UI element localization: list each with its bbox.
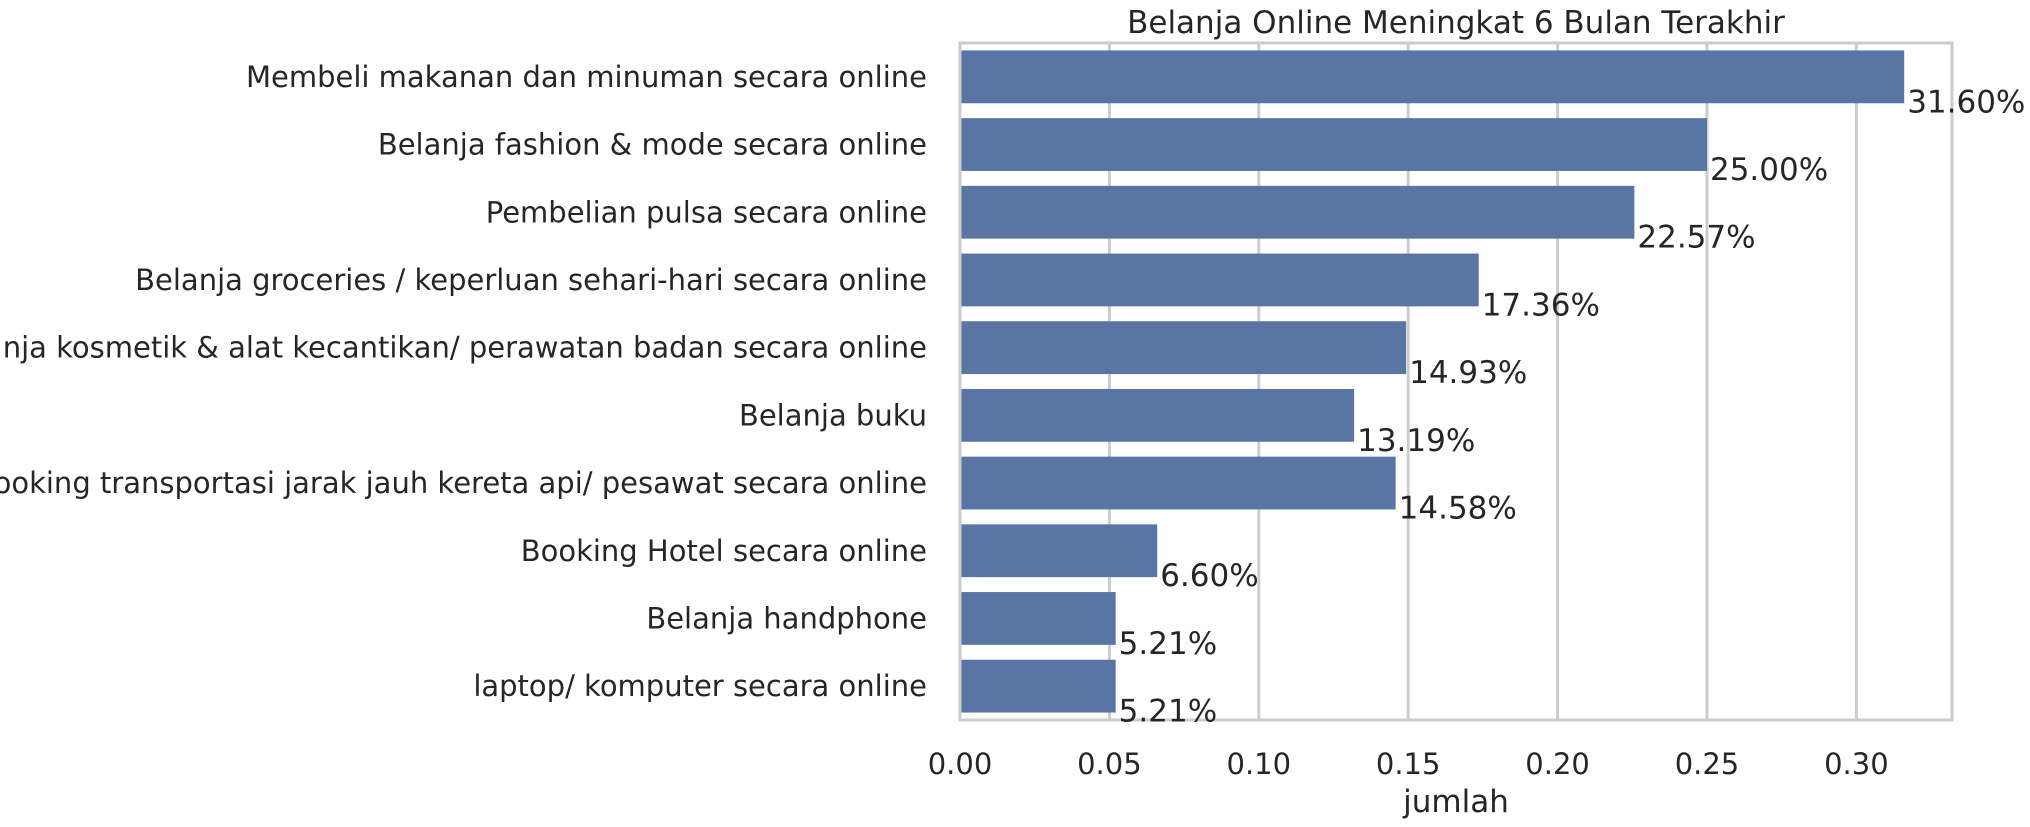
bar (960, 185, 1635, 239)
bar (960, 456, 1396, 510)
chart-title: Belanja Online Meningkat 6 Bulan Terakhi… (1127, 5, 1785, 41)
data-label: 13.19% (1357, 423, 1475, 459)
category-label: Belanja kosmetik & alat kecantikan/ pera… (0, 331, 927, 365)
category-label: Membeli makanan dan minuman secara onlin… (246, 60, 927, 94)
bar (960, 524, 1158, 578)
x-axis-label: jumlah (1402, 784, 1509, 820)
category-label: Belanja groceries / keperluan sehari-har… (135, 263, 927, 297)
data-label: 5.21% (1119, 694, 1217, 730)
bar (960, 321, 1407, 375)
data-labels: 31.60% 25.00% 22.57% 17.36% 14.93% 13.19% 14.5… (1119, 84, 2026, 729)
bar (960, 659, 1116, 713)
category-label: Booking Hotel secara online (521, 534, 927, 568)
category-label: Booking transportasi jarak jauh kereta a… (0, 466, 927, 500)
category-label: Belanja buku (739, 398, 927, 432)
data-label: 14.93% (1409, 355, 1527, 391)
x-tick-label: 0.20 (1525, 747, 1590, 781)
data-label: 22.57% (1637, 220, 1755, 256)
data-label: 25.00% (1710, 152, 1828, 188)
plot-frame (958, 41, 1954, 722)
category-label: laptop/ komputer secara online (473, 669, 927, 703)
x-tick-label: 0.10 (1227, 747, 1292, 781)
category-labels: Membeli makanan dan minuman secara onlin… (0, 60, 927, 703)
data-label: 31.60% (1907, 84, 2025, 120)
bar (960, 592, 1116, 645)
x-tick-labels: 0.00 0.05 0.10 0.15 0.20 0.25 0.30 (928, 747, 1889, 781)
bar (960, 388, 1355, 442)
category-label: Belanja handphone (646, 601, 927, 635)
data-label: 5.21% (1119, 626, 1217, 662)
bar (960, 253, 1479, 307)
data-label: 6.60% (1160, 558, 1258, 594)
x-tick-label: 0.25 (1675, 747, 1740, 781)
x-tick-label: 0.05 (1077, 747, 1142, 781)
bar (960, 50, 1905, 104)
x-tick-label: 0.30 (1824, 747, 1889, 781)
x-tick-label: 0.00 (928, 747, 993, 781)
data-label: 14.58% (1399, 490, 1517, 526)
x-tick-label: 0.15 (1376, 747, 1441, 781)
bar (960, 118, 1707, 171)
data-label: 17.36% (1482, 287, 1600, 323)
bars (960, 50, 1905, 713)
category-label: Pembelian pulsa secara online (486, 195, 927, 229)
category-label: Belanja fashion & mode secara online (378, 128, 927, 162)
